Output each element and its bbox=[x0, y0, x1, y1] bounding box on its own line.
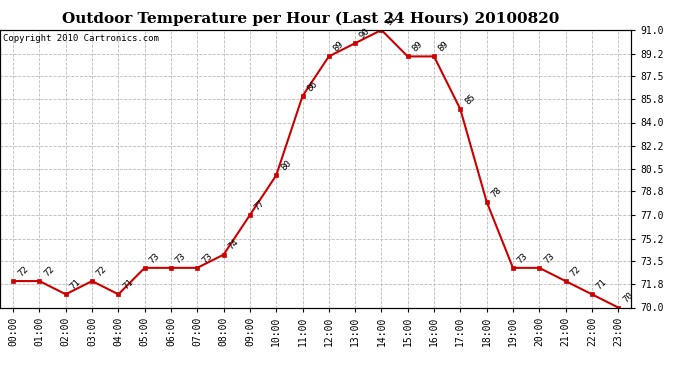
Text: 86: 86 bbox=[305, 80, 319, 93]
Text: 85: 85 bbox=[463, 93, 477, 106]
Text: Outdoor Temperature per Hour (Last 24 Hours) 20100820: Outdoor Temperature per Hour (Last 24 Ho… bbox=[62, 11, 559, 26]
Text: 78: 78 bbox=[489, 185, 504, 199]
Text: 74: 74 bbox=[226, 238, 240, 252]
Text: 89: 89 bbox=[411, 40, 424, 54]
Text: 91: 91 bbox=[384, 13, 398, 27]
Text: 73: 73 bbox=[148, 251, 161, 265]
Text: 77: 77 bbox=[253, 198, 266, 212]
Text: 73: 73 bbox=[515, 251, 530, 265]
Text: 72: 72 bbox=[95, 264, 109, 278]
Text: 90: 90 bbox=[358, 27, 372, 40]
Text: 71: 71 bbox=[68, 278, 83, 291]
Text: 89: 89 bbox=[332, 40, 346, 54]
Text: 71: 71 bbox=[121, 278, 135, 291]
Text: 72: 72 bbox=[16, 264, 30, 278]
Text: 70: 70 bbox=[621, 291, 635, 305]
Text: 73: 73 bbox=[200, 251, 214, 265]
Text: 71: 71 bbox=[595, 278, 609, 291]
Text: Copyright 2010 Cartronics.com: Copyright 2010 Cartronics.com bbox=[3, 34, 159, 43]
Text: 73: 73 bbox=[542, 251, 556, 265]
Text: 72: 72 bbox=[42, 264, 56, 278]
Text: 73: 73 bbox=[174, 251, 188, 265]
Text: 72: 72 bbox=[569, 264, 582, 278]
Text: 80: 80 bbox=[279, 159, 293, 172]
Text: 89: 89 bbox=[437, 40, 451, 54]
